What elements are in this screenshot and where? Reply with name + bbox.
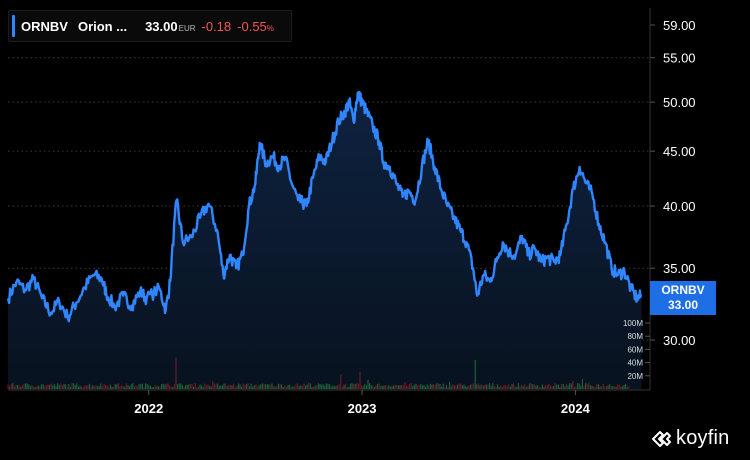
company-name: Orion ... (77, 18, 128, 34)
price-tick-label: 45.00 (663, 144, 696, 159)
time-axis: 2022 2023 2024 (134, 390, 591, 416)
currency-label: EUR (178, 23, 196, 33)
price-axis: 30.00 35.00 40.00 45.00 50.00 55.00 59.00 (650, 18, 696, 348)
volume-tick-label: 40M (627, 359, 643, 368)
price-change: -0.18 (201, 18, 232, 34)
koyfin-logo-icon (652, 430, 671, 447)
time-tick-label: 2024 (561, 401, 591, 416)
volume-tick-label: 60M (627, 345, 643, 354)
price-tick-label: 30.00 (663, 333, 696, 348)
volume-bars (7, 357, 630, 389)
price-tick-label: 50.00 (663, 95, 696, 110)
volume-axis: 20M 40M 60M 80M 100M (623, 319, 650, 381)
last-price-tag-ticker: ORNBV (661, 283, 705, 297)
volume-tick-label: 100M (623, 319, 643, 328)
time-tick-label: 2022 (134, 401, 163, 416)
last-price-tag: ORNBV 33.00 (650, 281, 716, 315)
ticker-symbol: ORNBV (21, 18, 68, 34)
volume-tick-label: 80M (627, 332, 643, 341)
koyfin-logo[interactable]: koyfin (650, 427, 729, 450)
price-change-percent: -0.55% (237, 18, 274, 34)
time-tick-label: 2023 (348, 401, 377, 416)
volume-tick-label: 20M (627, 372, 643, 381)
price-tick-label: 35.00 (663, 261, 696, 276)
price-area (8, 92, 642, 390)
price-line[interactable] (6, 91, 643, 323)
last-price: 33.00 (145, 18, 178, 34)
ticker-header[interactable]: ORNBV Orion ... 33.00 EUR -0.18 -0.55% (8, 10, 292, 42)
last-price-tag-value: 33.00 (667, 298, 699, 312)
koyfin-logo-text: koyfin (676, 427, 730, 449)
series-color-marker (12, 15, 15, 37)
price-tick-label: 55.00 (663, 51, 696, 66)
price-tick-label: 40.00 (663, 199, 696, 214)
price-tick-label: 59.00 (663, 18, 696, 33)
